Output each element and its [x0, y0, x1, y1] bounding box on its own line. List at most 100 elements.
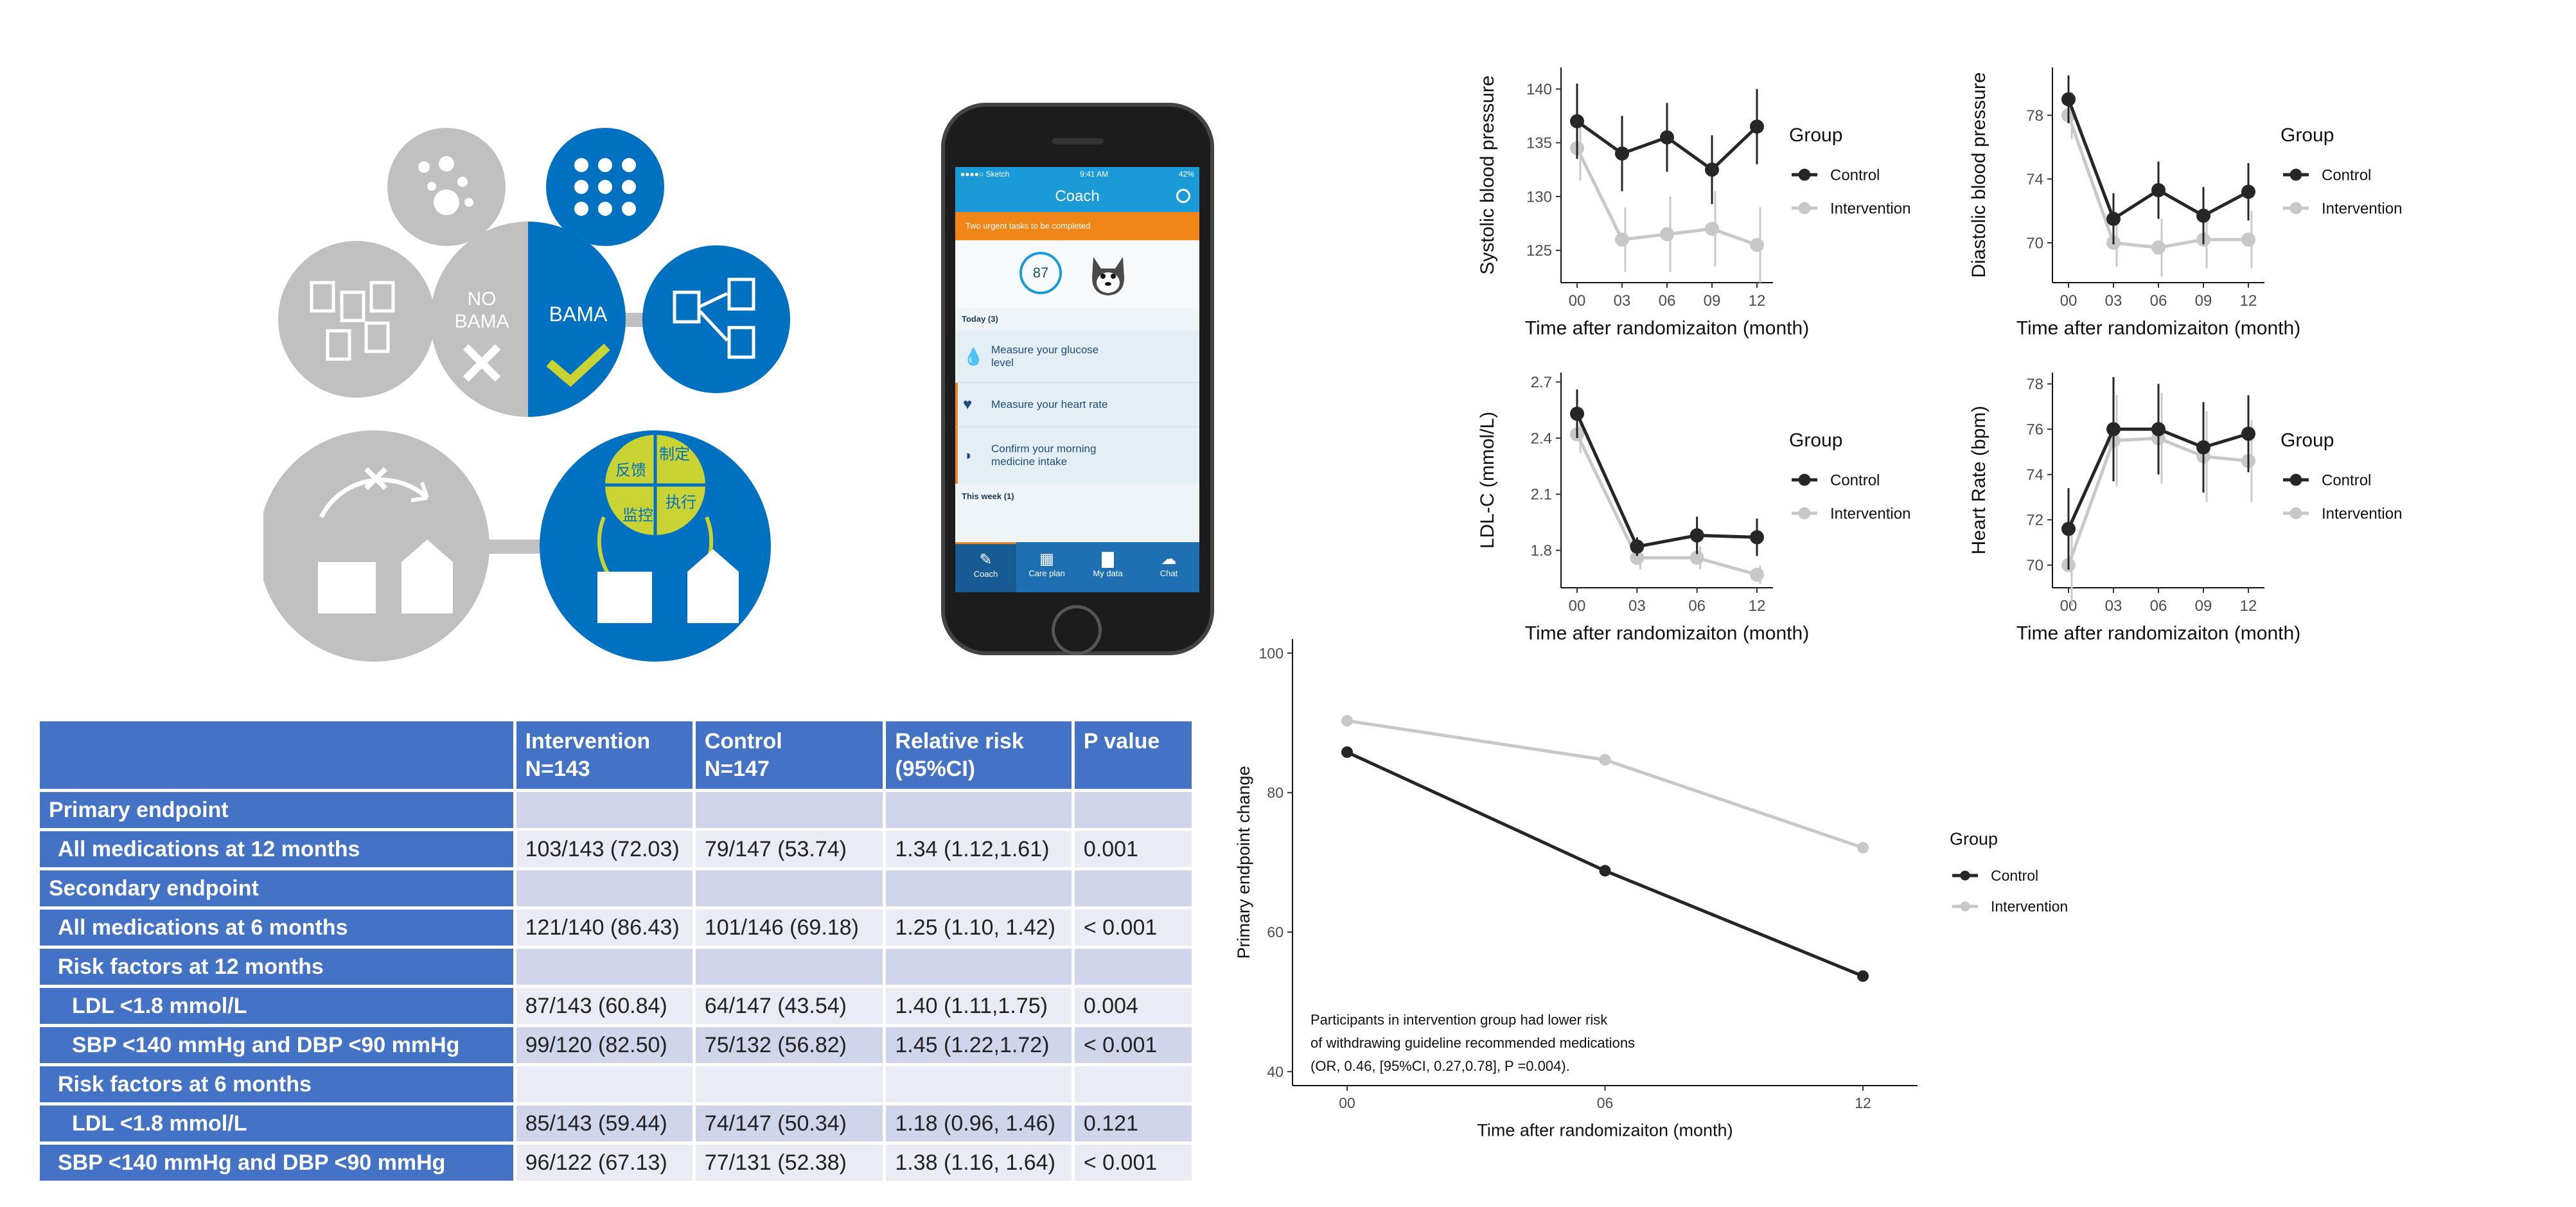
tab-my-data[interactable]: ▇ My data — [1077, 542, 1138, 592]
x-tick-label: 03 — [1614, 292, 1631, 310]
data-point-control — [1630, 539, 1645, 554]
x-tick-label: 03 — [1628, 597, 1646, 615]
series-line-intervention — [1575, 434, 1758, 577]
x-tick-label: 12 — [1749, 292, 1766, 310]
data-point-control — [1750, 530, 1764, 545]
alert-banner[interactable]: Two urgent tasks to be completed — [955, 212, 1199, 240]
row-label: Risk factors at 6 months — [40, 1066, 513, 1102]
table-cell: 1.34 (1.12,1.61) — [886, 831, 1072, 867]
data-point-control — [2196, 440, 2210, 455]
row-label: LDL <1.8 mmol/L — [40, 1106, 513, 1141]
legend-key-point — [2289, 202, 2302, 215]
results-table: Intervention N=143 Control N=147 Relativ… — [37, 718, 1195, 1184]
x-axis-label: Time after randomizaiton (month) — [1525, 622, 1809, 644]
data-point-intervention — [2241, 233, 2255, 247]
bama-illustration: NO BAMA BAMA 制定 执行 监控 反馈 — [263, 128, 790, 662]
table-cell: 1.25 (1.10, 1.42) — [886, 910, 1072, 946]
series-line-control — [1575, 413, 1758, 549]
earpiece — [1052, 138, 1104, 145]
today-header: Today (3) — [962, 314, 998, 324]
x-tick-label: 12 — [2240, 292, 2257, 310]
table-cell: 1.40 (1.11,1.75) — [886, 988, 1072, 1024]
legend-label: Control — [1991, 867, 2038, 884]
legend-key-point — [1798, 507, 1811, 520]
check-icon — [546, 343, 610, 387]
profile-icon[interactable] — [1176, 189, 1190, 203]
y-tick-label: 72 — [2026, 512, 2043, 529]
table-cell: 85/143 (59.44) — [516, 1106, 693, 1141]
table-row: Secondary endpoint — [40, 870, 1192, 906]
table-cell — [516, 870, 693, 906]
task-item-medicine[interactable]: ◑ Confirm your morning medicine intake — [955, 427, 1199, 484]
annotation-text: Participants in intervention group had l… — [1310, 1012, 1608, 1028]
x-tick-label: 12 — [1749, 597, 1766, 615]
x-tick-label: 03 — [2105, 597, 2122, 615]
chart-primary-endpoint: 40 60 80 100 00 06 12 Time after randomizaiton … — [1234, 639, 2068, 1140]
table-cell: 1.38 (1.16, 1.64) — [886, 1145, 1072, 1181]
table-cell: 0.121 — [1074, 1106, 1192, 1141]
data-point-control — [1615, 146, 1629, 161]
legend-label: Intervention — [1830, 200, 1910, 217]
data-point-intervention — [2151, 240, 2166, 255]
x-tick-label: 06 — [2150, 292, 2167, 310]
x-tick-label: 00 — [1569, 292, 1586, 310]
y-tick-label: 74 — [2026, 466, 2043, 484]
y-tick-label: 76 — [2026, 421, 2043, 439]
data-point-intervention — [1705, 222, 1719, 236]
x-tick-label: 06 — [1688, 597, 1706, 615]
task-item-glucose[interactable]: 💧 Measure your glucose level — [955, 331, 1199, 383]
documents-blue-circle — [642, 245, 790, 393]
legend-key-point — [1960, 901, 1970, 912]
week-header: This week (1) — [962, 491, 1014, 501]
data-point-control — [1705, 163, 1719, 177]
bar-chart-icon: ▇ — [1102, 551, 1114, 568]
table-row: Risk factors at 6 months — [40, 1066, 1192, 1102]
table-header-cell — [40, 721, 513, 789]
x-axis-label: Time after randomizaiton (month) — [2016, 622, 2300, 644]
data-point-control — [1570, 407, 1584, 421]
table-row: Primary endpoint — [40, 792, 1192, 828]
row-label: Risk factors at 12 months — [40, 949, 513, 985]
table-cell: 1.45 (1.22,1.72) — [886, 1027, 1072, 1063]
y-axis-label: Diastolic blood pressure — [1968, 72, 1989, 278]
data-point-control — [2196, 208, 2210, 223]
legend-key-point — [2289, 507, 2302, 520]
y-axis-label: LDL-C (mmol/L) — [1477, 412, 1498, 549]
care-plan-icon: ▦ — [1039, 551, 1054, 568]
x-tick-label: 06 — [1659, 292, 1676, 310]
table-cell — [886, 949, 1072, 985]
task-item-heart-rate[interactable]: ♥ Measure your heart rate — [955, 383, 1199, 427]
tab-care-plan[interactable]: ▦ Care plan — [1016, 542, 1077, 592]
chart-heart-rate: 70 72 74 76 78 00 03 06 09 12 Time after randomiza… — [1968, 373, 2402, 644]
tab-chat[interactable]: ☁ Chat — [1138, 542, 1199, 592]
table-cell: 74/147 (50.34) — [695, 1106, 883, 1141]
home-button[interactable] — [1052, 605, 1102, 655]
wheel-word-2: 执行 — [666, 494, 696, 511]
x-tick-label: 00 — [2060, 292, 2078, 310]
data-point-intervention — [1660, 227, 1674, 242]
x-axis-label: Time after randomizaiton (month) — [1477, 1120, 1733, 1140]
y-tick-label: 1.8 — [1531, 542, 1552, 559]
table-cell: 121/140 (86.43) — [516, 910, 693, 946]
y-tick-label: 70 — [2026, 557, 2043, 574]
data-point-control — [2241, 427, 2255, 441]
task-list: 💧 Measure your glucose level ♥ Measure y… — [955, 331, 1199, 484]
table-cell — [886, 870, 1072, 906]
x-tick-label: 00 — [2060, 597, 2078, 615]
y-tick-label: 2.4 — [1531, 430, 1552, 447]
tab-coach[interactable]: ✎ Coach — [955, 542, 1016, 592]
legend-title: Group — [2280, 430, 2334, 451]
y-tick-label: 100 — [1259, 645, 1284, 662]
chart-diastolic-bp: 70 74 78 00 03 06 09 12 Time after randomizaiton… — [1968, 67, 2402, 339]
y-tick-label: 70 — [2026, 234, 2043, 252]
table-cell — [695, 949, 883, 985]
table-cell: 101/146 (69.18) — [695, 910, 883, 946]
data-point-intervention — [1341, 715, 1353, 727]
data-point-control — [2151, 422, 2166, 437]
table-row: SBP <140 mmHg and DBP <90 mmHg 99/120 (82… — [40, 1027, 1192, 1063]
table-cell — [516, 1066, 693, 1102]
chart-ldl-c: 1.8 2.1 2.4 2.7 00 03 06 12 Time after randomiza… — [1477, 373, 1910, 644]
data-point-intervention — [1599, 753, 1611, 766]
score-area: 87 — [955, 240, 1199, 308]
table-cell: 77/131 (52.38) — [695, 1145, 883, 1181]
